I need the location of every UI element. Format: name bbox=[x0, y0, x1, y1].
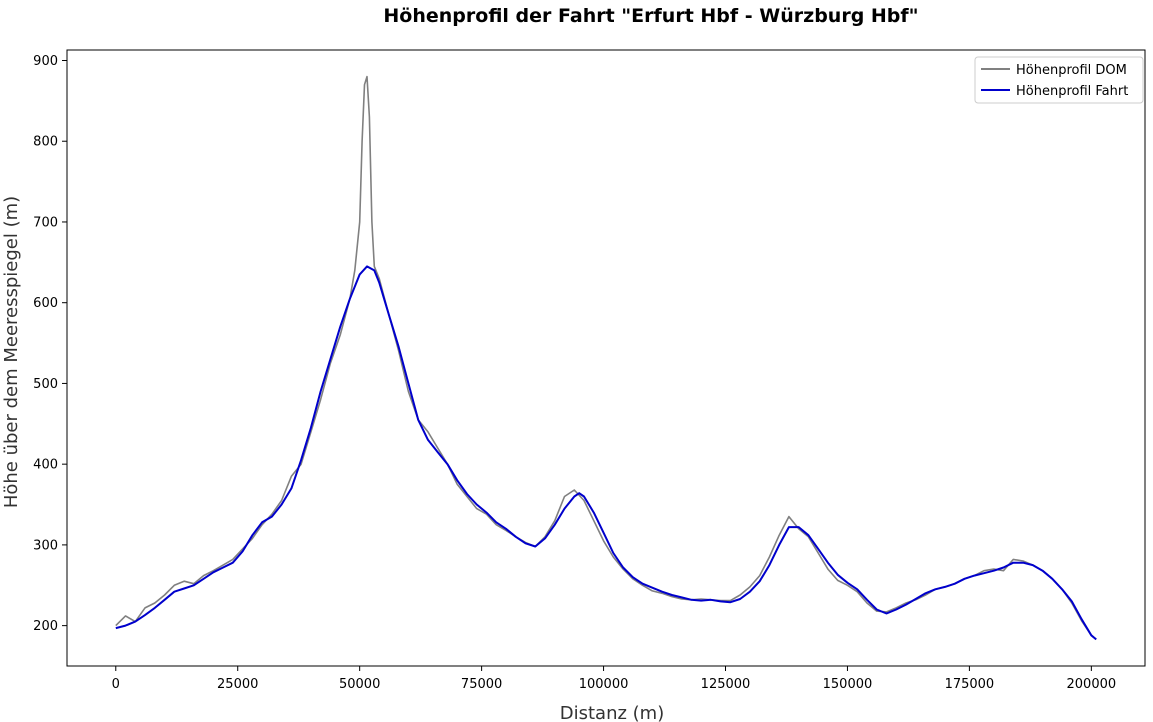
y-tick-label: 300 bbox=[33, 538, 58, 553]
y-tick-label: 900 bbox=[33, 54, 58, 69]
x-tick-label: 0 bbox=[112, 677, 120, 692]
y-tick-label: 200 bbox=[33, 619, 58, 634]
x-tick-label: 75000 bbox=[461, 677, 502, 692]
legend-label-fahrt: Höhenprofil Fahrt bbox=[1016, 84, 1128, 99]
plot-lines bbox=[115, 75, 1097, 641]
series-line-dom bbox=[115, 75, 1097, 641]
series-line-fahrt bbox=[115, 265, 1097, 641]
x-axis-label: Distanz (m) bbox=[560, 703, 664, 722]
y-axis-label: Höhe über dem Meeresspiegel (m) bbox=[1, 196, 22, 508]
x-tick-label: 175000 bbox=[945, 677, 995, 692]
x-tick-label: 50000 bbox=[339, 677, 380, 692]
plot-area-frame bbox=[66, 49, 1146, 667]
x-tick-label: 150000 bbox=[823, 677, 873, 692]
x-axis-ticks: 0 25000 50000 75000 100000 125000 150000 175000… bbox=[112, 666, 1117, 692]
chart-title: Höhenprofil der Fahrt "Erfurt Hbf - Würz… bbox=[383, 5, 918, 27]
x-tick-label: 200000 bbox=[1067, 677, 1117, 692]
x-tick-label: 100000 bbox=[579, 677, 629, 692]
legend: Höhenprofil DOM Höhenprofil Fahrt bbox=[974, 56, 1144, 104]
legend-box bbox=[974, 56, 1144, 104]
y-tick-label: 600 bbox=[33, 296, 58, 311]
y-tick-label: 800 bbox=[33, 135, 58, 150]
y-axis-ticks: 200 300 400 500 600 700 800 900 bbox=[33, 54, 67, 634]
y-tick-label: 500 bbox=[33, 377, 58, 392]
y-tick-label: 400 bbox=[33, 458, 58, 473]
legend-label-dom: Höhenprofil DOM bbox=[1016, 63, 1127, 78]
y-tick-label: 700 bbox=[33, 215, 58, 230]
x-tick-label: 125000 bbox=[701, 677, 751, 692]
x-tick-label: 25000 bbox=[217, 677, 258, 692]
